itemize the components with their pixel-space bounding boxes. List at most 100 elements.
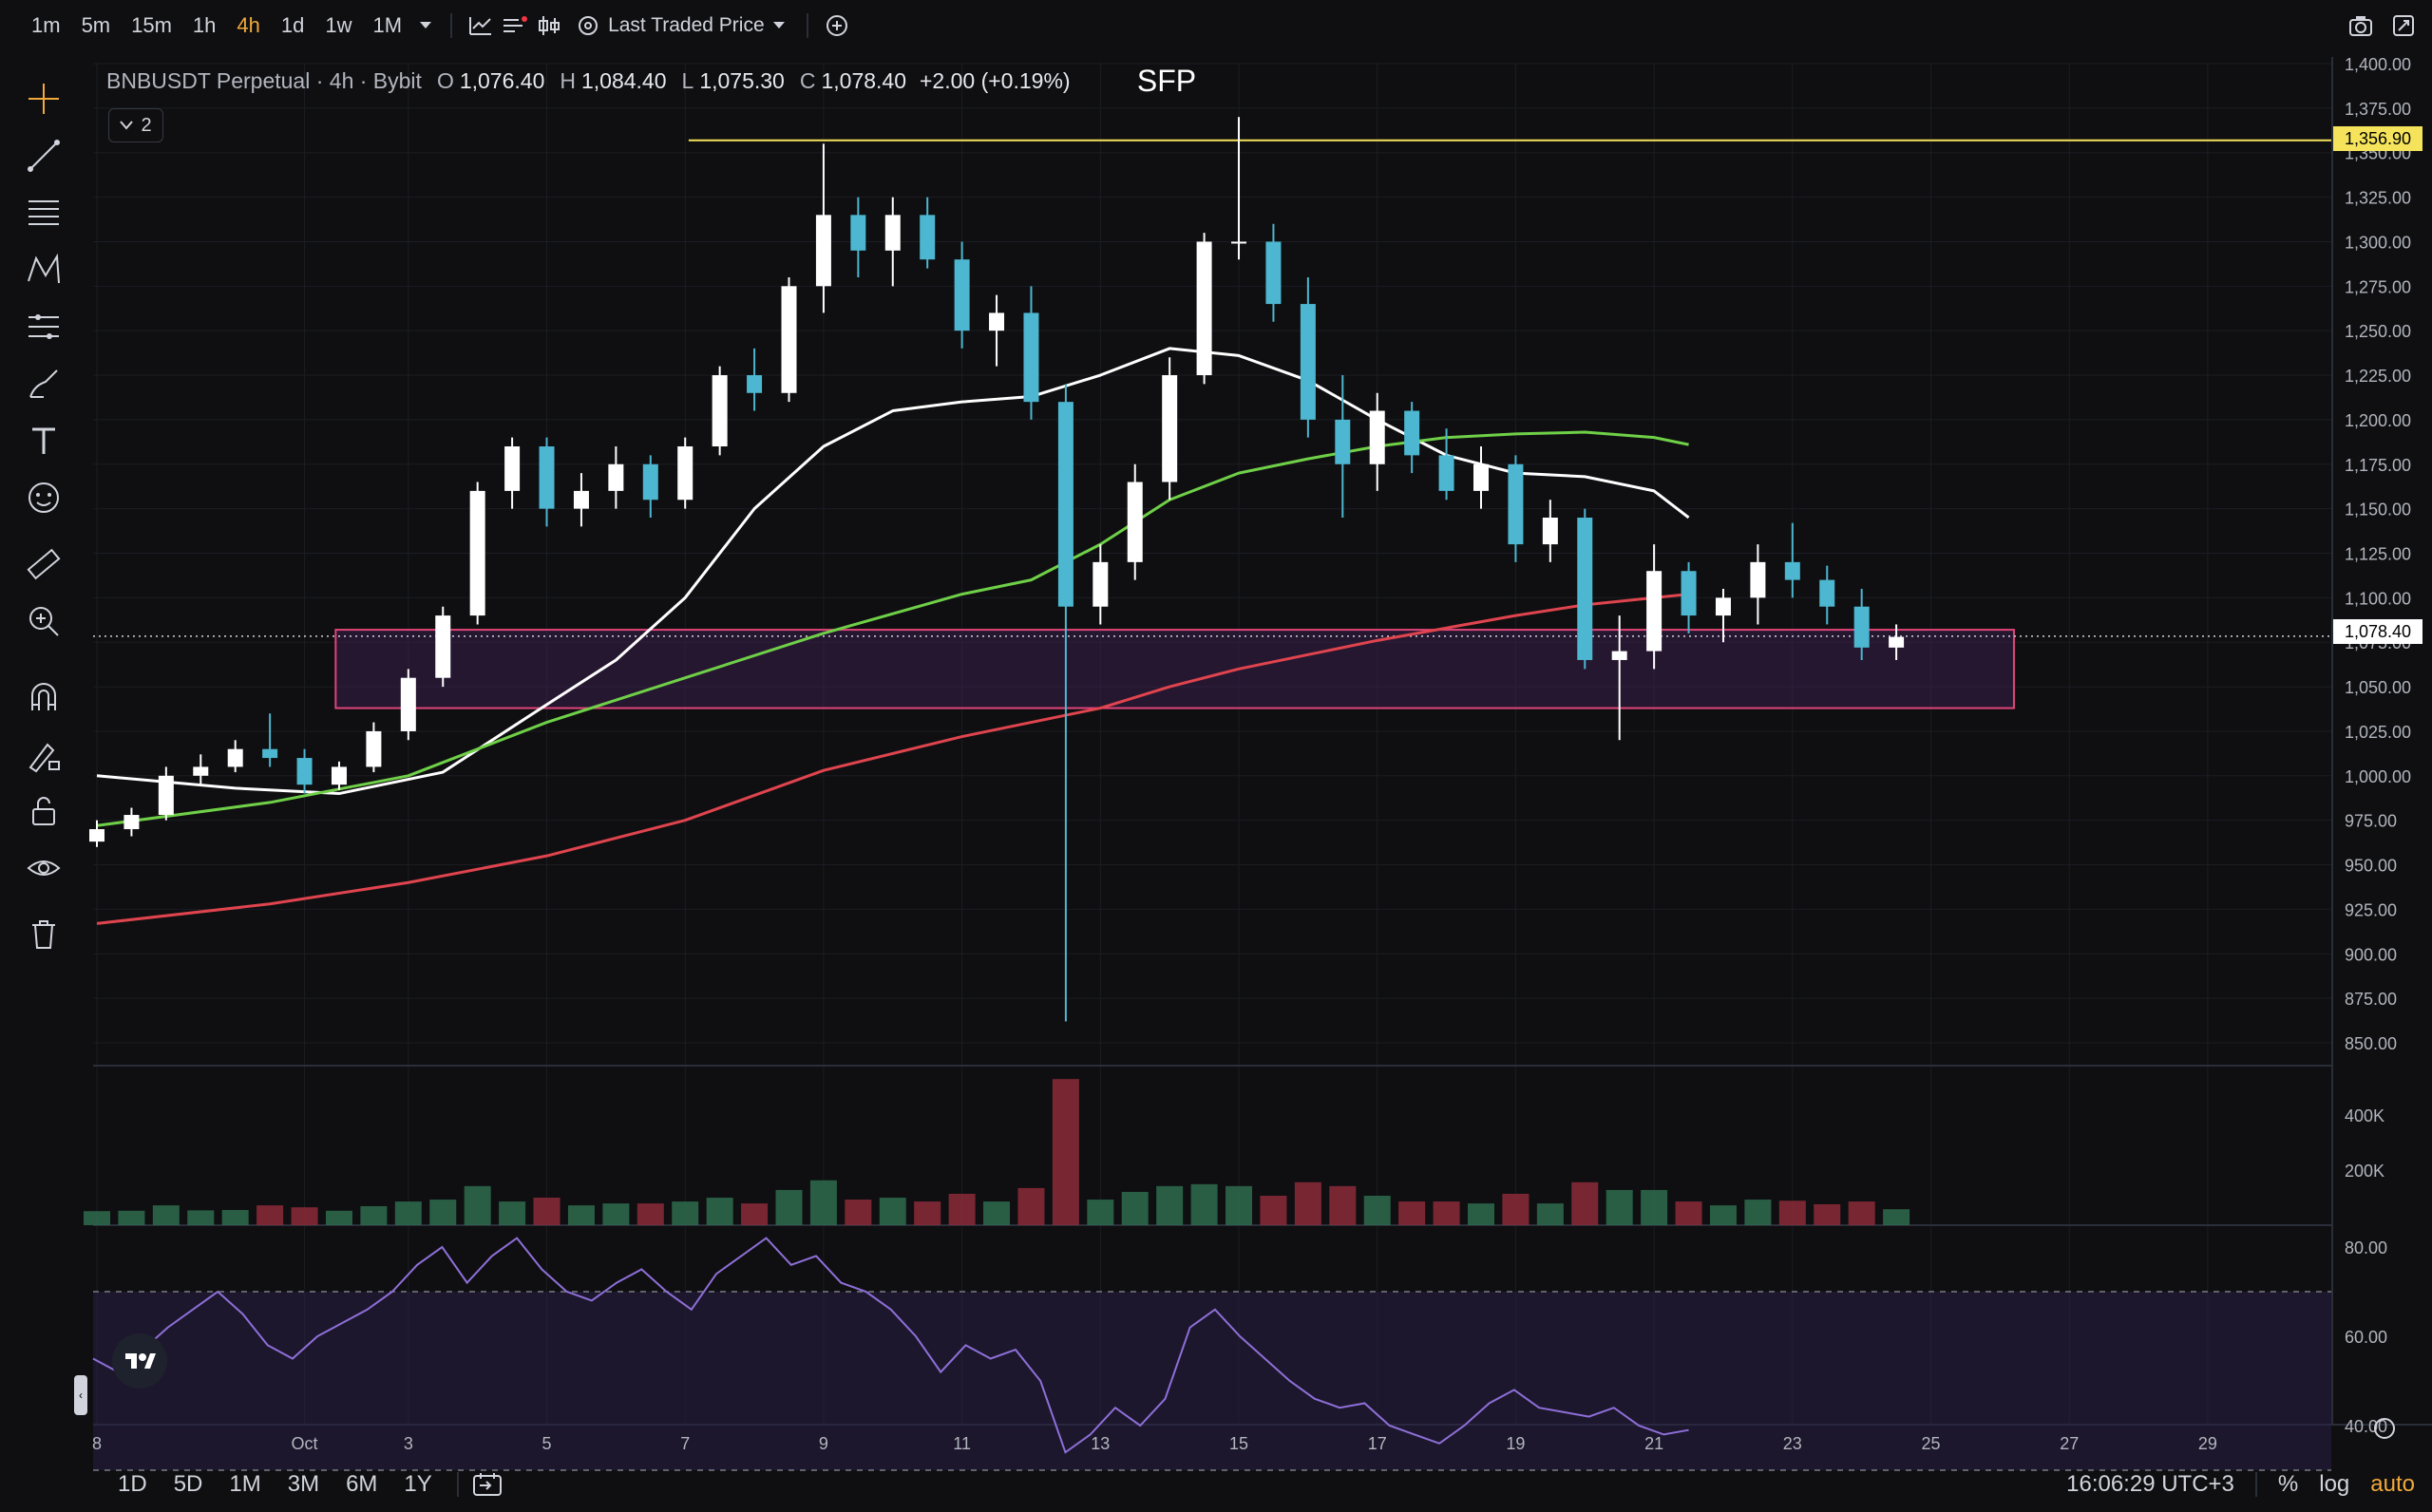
volume-bar [948,1193,976,1225]
chart-type-icon[interactable] [532,0,566,51]
candle-body [1335,419,1351,464]
price-tick-label: 850.00 [2345,1034,2397,1053]
price-tick-label: 1,075.00 [2345,633,2411,652]
range-5D[interactable]: 5D [173,1471,203,1497]
candle-body [1889,636,1905,648]
volume-bar [1052,1079,1079,1225]
camera-icon[interactable] [2348,14,2373,37]
candle-body [1404,410,1420,456]
add-compare-icon[interactable] [820,0,854,51]
price-tick-label: 1,400.00 [2345,55,2411,74]
candle-body [954,259,970,331]
date-range-icon[interactable] [470,1459,504,1510]
candle-body [1369,410,1385,464]
interval-1w[interactable]: 1w [325,13,352,37]
ruler-icon[interactable] [23,543,65,585]
price-tick-label: 1,250.00 [2345,322,2411,341]
candle-body [1057,402,1074,607]
rsi-band [93,1292,2331,1470]
interval-dropdown-icon[interactable] [412,0,439,51]
interval-1m[interactable]: 1m [31,13,61,37]
range-1Y[interactable]: 1Y [404,1471,432,1497]
fib-retracement-icon[interactable] [23,192,65,234]
price-source-selector[interactable]: Last Traded Price [566,13,795,38]
price-tick-label: 1,200.00 [2345,411,2411,430]
indicators-collapse-button[interactable]: 2 [108,108,163,142]
auto-toggle[interactable]: auto [2370,1471,2415,1497]
lock-icon[interactable] [23,790,65,832]
range-1M[interactable]: 1M [229,1471,261,1497]
price-tick-label: 1,000.00 [2345,767,2411,786]
eye-icon[interactable] [23,847,65,889]
volume-bar [1468,1203,1494,1225]
candle-body [366,730,382,767]
candle-body [1819,579,1835,607]
forecast-icon[interactable] [23,306,65,348]
price-tick-label: 900.00 [2345,945,2397,964]
pattern-icon[interactable] [23,249,65,291]
zoom-icon[interactable] [23,600,65,642]
trash-icon[interactable] [23,914,65,955]
last-price-tag [2333,619,2422,644]
volume-bar [1363,1196,1391,1225]
templates-icon[interactable] [498,0,532,51]
volume-bar [1087,1200,1114,1225]
candle-body [1127,482,1143,562]
volume-bar [741,1203,769,1225]
crosshair-icon[interactable] [23,78,65,120]
price-tick-label: 1,275.00 [2345,277,2411,296]
volume-bar [1156,1185,1184,1225]
interval-5m[interactable]: 5m [81,13,111,37]
volume-bar [567,1205,595,1225]
volume-bar [1536,1203,1564,1225]
level-price-tag [2333,126,2422,151]
percent-toggle[interactable]: % [2277,1471,2299,1497]
candle-body [781,286,797,393]
interval-1d[interactable]: 1d [280,13,305,37]
range-3M[interactable]: 3M [287,1471,320,1497]
trend-line-icon[interactable] [23,135,65,177]
text-icon[interactable] [23,420,65,462]
volume-bar [1571,1181,1599,1225]
candle-body [296,758,313,785]
level-price-label: 1,356.90 [2345,129,2411,148]
interval-1M[interactable]: 1M [372,13,403,37]
volume-bar [429,1200,457,1225]
pane-resize-handle[interactable]: ‹ [74,1375,87,1415]
candle-body [89,829,104,842]
brush-icon[interactable] [23,363,65,405]
range-1D[interactable]: 1D [118,1471,147,1497]
time-tick-label: Oct [292,1434,318,1453]
high-value: 1,084.40 [580,68,667,93]
candle-body [850,215,866,251]
candle-body [1162,375,1178,482]
chart-grid [93,57,2432,1426]
interval-1h[interactable]: 1h [192,13,217,37]
open-value: 1,076.40 [459,68,545,93]
magnet-icon[interactable] [23,676,65,718]
price-source-label: Last Traded Price [608,14,765,36]
volume-bar [1744,1200,1772,1225]
log-toggle[interactable]: log [2319,1471,2350,1497]
indicators-icon[interactable] [464,0,498,51]
volume-bar [360,1205,388,1225]
volume-bar [1260,1196,1287,1225]
emoji-icon[interactable] [23,477,65,519]
candle-body [1681,571,1697,616]
candle-body [1715,597,1731,616]
close-value: 1,078.40 [821,68,906,93]
draw-lock-icon[interactable] [23,733,65,775]
price-tick-label: 975.00 [2345,812,2397,831]
range-6M[interactable]: 6M [346,1471,378,1497]
price-tick-label: 1,375.00 [2345,100,2411,119]
clock[interactable]: 16:06:29 UTC+3 [2066,1471,2234,1497]
symbol-name[interactable]: BNBUSDT Perpetual · 4h · Bybit [106,68,422,93]
rsi-tick-label: 60.00 [2345,1328,2387,1347]
time-tick-label: 15 [1229,1434,1248,1453]
interval-15m[interactable]: 15m [131,13,172,37]
volume-bar [775,1189,803,1225]
interval-4h[interactable]: 4h [237,13,260,37]
fullscreen-icon[interactable] [2392,14,2415,37]
candle-body [1300,304,1316,420]
